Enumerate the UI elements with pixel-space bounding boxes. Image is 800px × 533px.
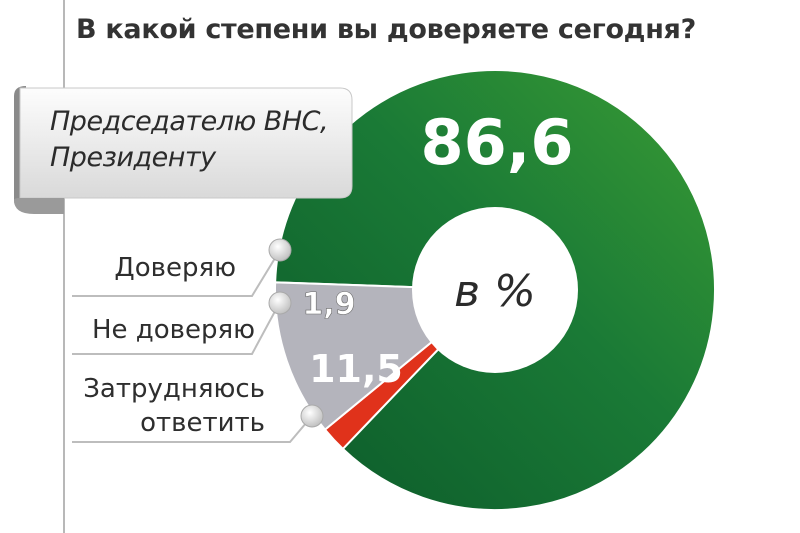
left-vertical-rule <box>63 0 65 533</box>
legend-label-hard-line-1: Затрудняюсь <box>83 374 265 404</box>
value-label-distrust: 1,9 <box>302 287 355 322</box>
legend-label-hard: Затрудняюсь ответить <box>83 372 265 440</box>
donut-hole <box>412 207 578 373</box>
legend-dot-distrust <box>268 291 292 315</box>
legend-label-distrust: Не доверяю <box>91 315 255 345</box>
value-label-trust: 86,6 <box>421 106 574 179</box>
center-unit-label: в % <box>454 266 536 317</box>
subject-text: Председателю ВНС, Президенту <box>50 104 350 176</box>
legend-label-trust: Доверяю <box>114 253 236 283</box>
legend-dot-hard <box>300 404 324 428</box>
chart-title: В какой степени вы доверяете сегодня? <box>76 14 696 45</box>
legend-dot-trust <box>268 238 292 262</box>
value-label-hard: 11,5 <box>309 347 403 391</box>
subject-line-2: Президенту <box>50 142 216 173</box>
subject-line-1: Председателю ВНС, <box>50 106 329 137</box>
subject-banner <box>14 86 353 214</box>
legend-label-hard-line-2: ответить <box>140 408 265 438</box>
